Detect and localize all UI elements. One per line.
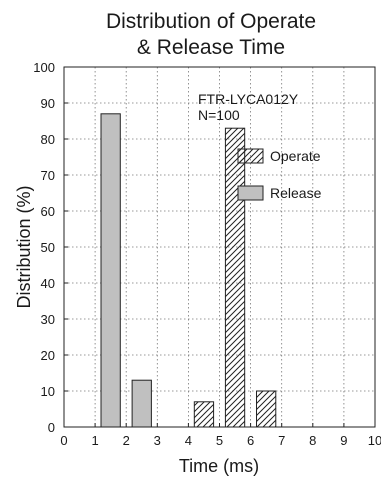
bar-operate [224, 127, 246, 428]
annotation-line-1: FTR-LYCA012Y [198, 91, 299, 107]
x-tick-label: 5 [216, 433, 223, 448]
x-tick-label: 7 [278, 433, 285, 448]
y-axis-label: Distribution (%) [14, 185, 34, 308]
bar-release [100, 113, 121, 428]
x-tick-label: 8 [309, 433, 316, 448]
y-tick-label: 80 [41, 132, 55, 147]
x-tick-label: 1 [91, 433, 98, 448]
y-tick-label: 0 [48, 420, 55, 435]
x-tick-label: 3 [154, 433, 161, 448]
legend-swatch-release [237, 185, 264, 201]
annotation-line-2: N=100 [198, 107, 240, 123]
chart-title-line-1: Distribution of Operate [106, 10, 316, 33]
bar-operate [256, 390, 277, 428]
y-tick-label: 30 [41, 312, 55, 327]
y-tick-label: 20 [41, 348, 55, 363]
y-tick-label: 70 [41, 168, 55, 183]
x-tick-label: 10 [368, 433, 381, 448]
legend: Operate Release [237, 148, 322, 201]
bar-operate [193, 401, 215, 428]
y-tick-label: 10 [41, 384, 55, 399]
x-tick-label: 9 [340, 433, 347, 448]
x-axis-label: Time (ms) [179, 456, 259, 476]
y-tick-label: 90 [41, 96, 55, 111]
bars-layer [100, 113, 277, 428]
y-tick-label: 40 [41, 276, 55, 291]
bar-release [131, 379, 152, 428]
x-tick-label: 6 [247, 433, 254, 448]
x-tick-label: 2 [123, 433, 130, 448]
legend-label-release: Release [270, 185, 322, 201]
x-tick-label: 0 [60, 433, 67, 448]
legend-swatch-operate [237, 148, 264, 164]
y-tick-label: 100 [33, 60, 55, 75]
chart-title-line-2: & Release Time [137, 36, 285, 59]
y-tick-label: 50 [41, 240, 55, 255]
legend-label-operate: Operate [270, 148, 321, 164]
y-tick-label: 60 [41, 204, 55, 219]
grid-layer [64, 67, 375, 427]
x-tick-label: 4 [185, 433, 192, 448]
